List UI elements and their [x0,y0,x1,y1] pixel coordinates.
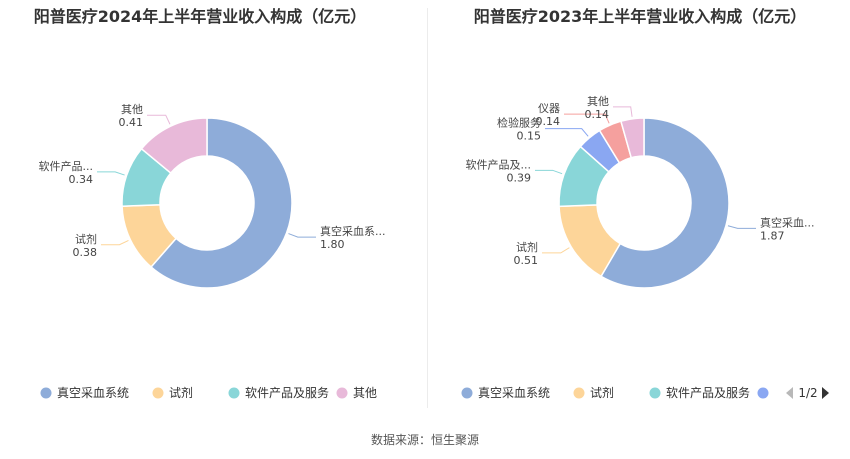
panel-divider [427,8,428,408]
legend-item[interactable]: 真空采血系统 [461,386,551,400]
legend-item[interactable]: 试剂 [152,385,194,400]
legend-item[interactable]: 软件产品及服务 [228,385,330,400]
legend-item[interactable]: 真空采血系统 [40,386,130,400]
leader-line [288,233,316,238]
leader-line [97,171,125,176]
chart-title: 阳普医疗2024年上半年营业收入构成（亿元） [34,7,367,26]
leader-line [101,239,129,246]
legend-marker[interactable] [757,387,769,399]
donut-slice[interactable] [140,117,208,175]
legend-item[interactable]: 软件产品及服务 [649,385,751,400]
legend-next-page-icon[interactable] [822,387,829,399]
slice-value-label: 0.39 [507,171,532,184]
slice-value-label: 0.14 [536,115,561,128]
legend-item[interactable]: 其他 [336,386,378,400]
slice-label: 检验服务 [497,116,541,130]
legend-marker [336,387,348,399]
legend-label: 试剂 [590,385,614,400]
legend-marker [40,387,52,399]
legend-label: 软件产品及服务 [666,385,750,400]
slice-value-label: 0.51 [514,254,539,267]
legend-marker [573,387,585,399]
legend-marker [152,387,164,399]
slice-value-label: 0.34 [69,173,94,186]
chart-2023h1: 阳普医疗2023年上半年营业收入构成（亿元）真空采血...1.87试剂0.51软… [461,7,829,400]
leader-line [542,247,570,254]
legend-marker [461,387,473,399]
slice-label: 软件产品... [39,159,94,173]
chart-2024h1: 阳普医疗2024年上半年营业收入构成（亿元）真空采血系...1.80试剂0.38… [34,7,386,400]
legend-label: 真空采血系统 [478,386,550,400]
slice-label: 真空采血... [760,215,815,229]
slice-label: 试剂 [75,232,97,246]
slice-value-label: 0.14 [585,108,610,121]
leader-line [545,128,589,137]
legend-label: 真空采血系统 [57,386,129,400]
donut-slice[interactable] [620,117,645,159]
leader-line [727,225,756,229]
legend-label: 其他 [353,386,377,400]
legend-label: 试剂 [169,385,193,400]
leader-line [613,106,633,117]
slice-label: 其他 [121,103,143,116]
legend-marker [228,387,240,399]
leader-line [535,169,563,175]
slice-value-label: 0.41 [119,116,144,129]
slice-label: 试剂 [516,240,538,254]
slice-value-label: 0.38 [73,246,98,259]
legend-prev-page-icon[interactable] [786,387,793,399]
slice-label: 真空采血系... [320,224,386,238]
legend-page-indicator: 1/2 [798,386,817,400]
data-source-note: 数据来源：恒生聚源 [370,433,479,447]
legend-label: 软件产品及服务 [245,385,329,400]
leader-line [147,114,171,125]
legend-marker [649,387,661,399]
slice-label: 其他 [587,95,609,108]
donut-slice[interactable] [149,117,293,289]
slice-value-label: 0.15 [517,130,542,143]
legend-item[interactable]: 试剂 [573,385,615,400]
slice-value-label: 1.80 [320,238,345,251]
donut-slice[interactable] [599,117,730,289]
slice-value-label: 1.87 [760,229,785,242]
slice-label: 软件产品及... [466,157,532,171]
chart-title: 阳普医疗2023年上半年营业收入构成（亿元） [474,7,807,26]
leader-line [564,113,610,124]
slice-label: 仪器 [538,102,560,115]
